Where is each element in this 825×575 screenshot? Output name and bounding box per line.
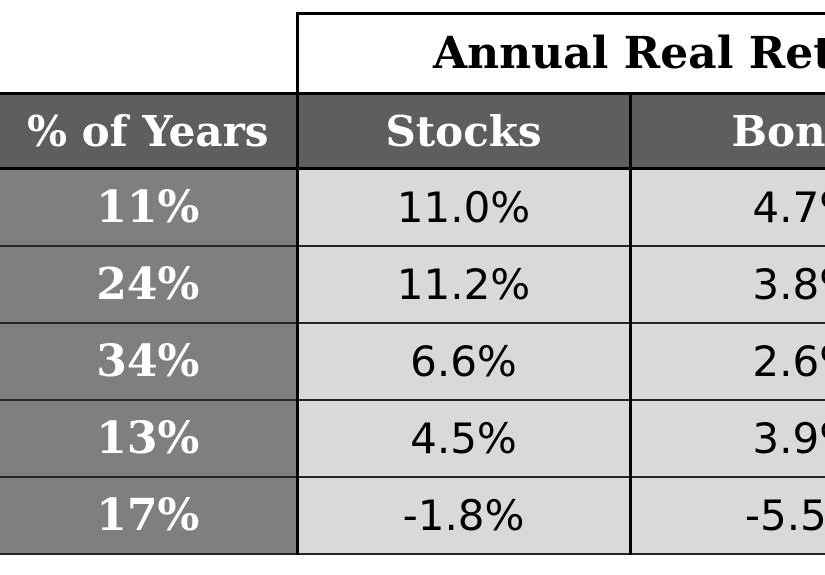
stocks-return-cell: 6.6% — [295, 321, 631, 401]
group-header-row: Annual Real Returns — [0, 12, 825, 94]
table-row: 24% 11.2% 3.8% — [0, 244, 825, 324]
bonds-return-cell: 3.8% — [628, 244, 825, 324]
pct-years-cell: 34% — [0, 321, 299, 401]
bonds-return-cell: 2.6% — [628, 321, 825, 401]
pct-years-cell: 11% — [0, 167, 299, 247]
table-row: 34% 6.6% 2.6% — [0, 321, 825, 401]
pct-years-cell: 13% — [0, 398, 299, 478]
bonds-return-cell: -5.5% — [628, 475, 825, 555]
annual-real-returns-header: Annual Real Returns — [295, 12, 825, 94]
col-header-pct-years: % of Years — [0, 92, 299, 170]
bonds-return-cell: 4.7% — [628, 167, 825, 247]
stocks-return-cell: -1.8% — [295, 475, 631, 555]
col-header-bonds: Bonds — [628, 92, 825, 170]
table-row: 13% 4.5% 3.9% — [0, 398, 825, 478]
column-header-row: % of Years Stocks Bonds — [0, 92, 825, 170]
pct-years-cell: 17% — [0, 475, 299, 555]
corner-blank-cell — [0, 13, 297, 94]
col-header-stocks: Stocks — [295, 92, 632, 170]
stocks-return-cell: 11.2% — [295, 244, 631, 324]
table-row: 11% 11.0% 4.7% — [0, 167, 825, 247]
returns-table: Annual Real Returns % of Years Stocks Bo… — [0, 12, 825, 555]
bonds-return-cell: 3.9% — [628, 398, 825, 478]
stocks-return-cell: 11.0% — [295, 167, 631, 247]
stocks-return-cell: 4.5% — [295, 398, 631, 478]
table-row: 17% -1.8% -5.5% — [0, 475, 825, 555]
pct-years-cell: 24% — [0, 244, 299, 324]
